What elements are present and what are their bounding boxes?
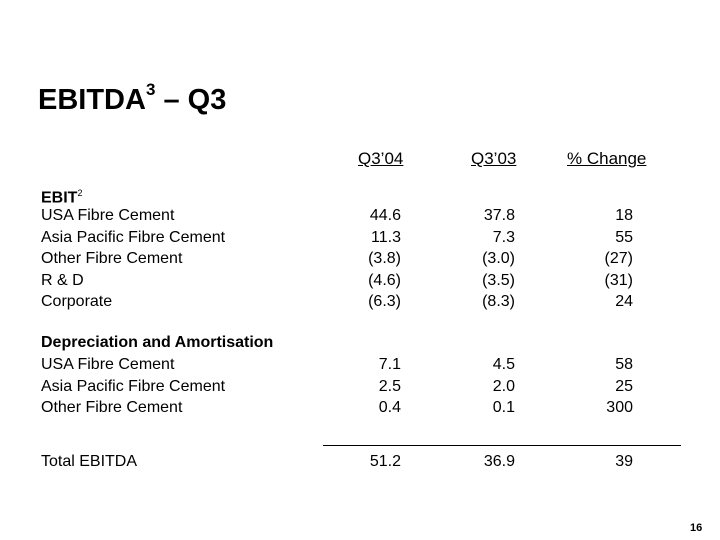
row-label: Corporate — [41, 293, 113, 310]
value-q303: (8.3) — [482, 293, 515, 310]
value-q303: 0.1 — [492, 399, 515, 416]
row-label: USA Fibre Cement — [41, 356, 175, 373]
value-q304: 7.1 — [378, 356, 401, 373]
value-q303: (3.5) — [482, 272, 515, 289]
value-q304: 44.6 — [369, 207, 401, 224]
value-q303: 36.9 — [483, 453, 515, 470]
value-pct-change: 39 — [615, 453, 633, 470]
value-pct-change: 24 — [615, 293, 633, 310]
value-q303: 37.8 — [483, 207, 515, 224]
row-label: Asia Pacific Fibre Cement — [41, 378, 226, 395]
page-title: EBITDA3 – Q3 — [38, 80, 227, 117]
value-pct-change: 58 — [615, 356, 633, 373]
row-label: USA Fibre Cement — [41, 207, 175, 224]
section-heading-depreciation: Depreciation and Amortisation — [41, 334, 274, 351]
row-label: Other Fibre Cement — [41, 250, 183, 267]
value-pct-change: (31) — [604, 272, 633, 289]
value-q304: 2.5 — [378, 378, 401, 395]
row-label: Total EBITDA — [41, 453, 138, 470]
value-q304: 11.3 — [371, 229, 401, 246]
value-q304: (3.8) — [368, 250, 401, 267]
value-q304: 51.2 — [369, 453, 401, 470]
title-footnote: 3 — [145, 80, 156, 99]
row-label: Other Fibre Cement — [41, 399, 183, 416]
value-pct-change: 25 — [615, 378, 633, 395]
value-q304: (6.3) — [368, 293, 401, 310]
value-pct-change: 55 — [615, 229, 633, 246]
title-text: EBITDA — [38, 84, 146, 116]
total-divider — [323, 445, 681, 446]
column-header-pct-change: % Change — [567, 149, 647, 168]
value-q304: 0.4 — [378, 399, 401, 416]
value-pct-change: (27) — [604, 250, 633, 267]
row-label: Asia Pacific Fibre Cement — [41, 229, 226, 246]
value-pct-change: 300 — [606, 399, 633, 416]
column-header-q304: Q3’04 — [358, 149, 404, 168]
title-suffix: – Q3 — [155, 84, 227, 116]
ebit-label: EBIT — [41, 189, 78, 207]
value-q303: 2.0 — [492, 378, 515, 395]
column-header-q303: Q3’03 — [471, 149, 517, 168]
value-q304: (4.6) — [368, 272, 401, 289]
row-label: R & D — [41, 272, 84, 289]
value-q303: 7.3 — [492, 229, 515, 246]
section-heading-ebit: EBIT2 — [41, 184, 82, 207]
page-number: 16 — [690, 522, 703, 534]
value-pct-change: 18 — [615, 207, 633, 224]
ebit-footnote: 2 — [77, 188, 83, 198]
value-q303: (3.0) — [482, 250, 515, 267]
value-q303: 4.5 — [492, 356, 515, 373]
